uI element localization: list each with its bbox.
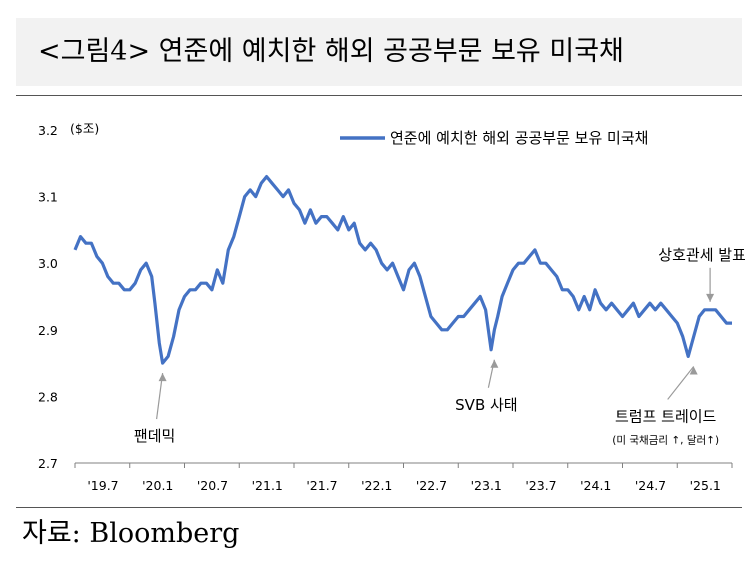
x-tick-label: '21.7 xyxy=(306,478,337,493)
source-note: 자료: Bloomberg xyxy=(22,518,240,549)
title-bar: <그림4> 연준에 예치한 해외 공공부문 보유 미국채 xyxy=(16,18,742,86)
series-line xyxy=(73,175,732,365)
x-tick-label: '24.1 xyxy=(580,478,611,493)
x-tick-label: '20.7 xyxy=(197,478,228,493)
legend: 연준에 예치한 해외 공공부문 보유 미국채 xyxy=(340,129,648,147)
annotation-arrowhead xyxy=(158,373,167,382)
x-tick-label: '23.1 xyxy=(471,478,502,493)
legend-label: 연준에 예치한 해외 공공부문 보유 미국채 xyxy=(390,129,648,147)
y-tick-label: 2.9 xyxy=(38,323,58,338)
annotation-arrowhead xyxy=(689,366,698,375)
x-tick-label: '22.1 xyxy=(361,478,392,493)
annotation-sublabel: (미 국채금리 ↑, 달러↑) xyxy=(612,434,719,446)
y-tick-label: 2.8 xyxy=(38,389,58,404)
x-axis: '19.7 '20.1 '20.7 '21.1 '21.7 '22.1 '22.7 '23.1… xyxy=(74,463,733,493)
x-tick-label: '25.1 xyxy=(690,478,721,493)
x-tick-label: '24.7 xyxy=(635,478,666,493)
y-unit-label: ($조) xyxy=(70,121,99,136)
chart-title: <그림4> 연준에 예치한 해외 공공부문 보유 미국채 xyxy=(38,36,624,67)
annotation-arrowhead xyxy=(490,359,499,368)
annotation-label: 팬데믹 xyxy=(134,427,175,445)
y-tick-label: 3.2 xyxy=(38,123,58,138)
annotation-arrowhead xyxy=(706,293,715,302)
annotation-label: 상호관세 발표 xyxy=(658,246,745,264)
annotation-label: 트럼프 트레이드 xyxy=(615,407,717,425)
x-tick-label: '21.1 xyxy=(252,478,283,493)
top-rule xyxy=(16,95,742,96)
y-tick-label: 3.0 xyxy=(38,256,58,271)
x-tick-label: '19.7 xyxy=(87,478,118,493)
x-tick-label: '22.7 xyxy=(416,478,447,493)
y-tick-label: 3.1 xyxy=(38,190,58,205)
annotation-label: SVB 사태 xyxy=(455,396,517,414)
bottom-rule xyxy=(16,507,742,508)
y-tick-label: 2.7 xyxy=(38,456,58,471)
line-chart: 3.23.13.02.92.82.7 ($조) '19.7'20.1'20.7 '… xyxy=(38,121,745,493)
annotation-arrow xyxy=(667,366,695,400)
x-tick-label: '20.1 xyxy=(142,478,173,493)
x-tick-label: '23.7 xyxy=(525,478,556,493)
y-axis: 3.2 3.1 3.0 2.9 2.8 2.7 xyxy=(38,123,58,471)
